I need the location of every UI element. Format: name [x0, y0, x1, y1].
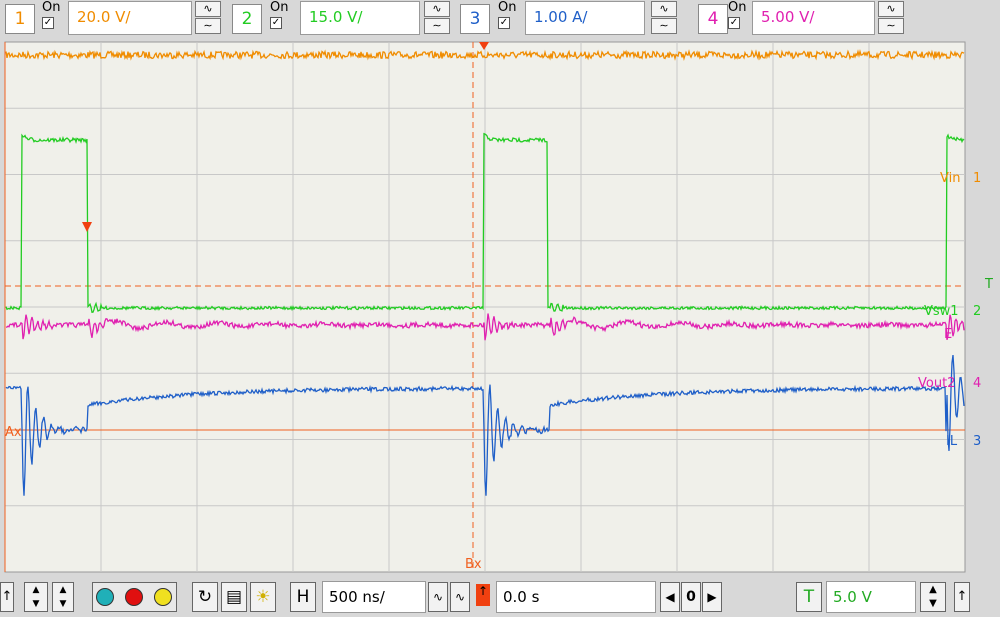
channel-state: On	[42, 0, 61, 15]
plot: Vin 1 T Vsw1 2 E Vout2 4 IL 3 Ax Bx	[4, 41, 993, 573]
coupling-btn[interactable]: ∿	[424, 1, 450, 17]
label: T	[984, 277, 993, 292]
label: Vin	[940, 171, 960, 186]
icon[interactable]: ▤	[221, 582, 247, 612]
coupling-btn[interactable]: ∼	[195, 18, 221, 34]
timebase[interactable]: 500 ns/	[322, 581, 426, 613]
arrows[interactable]: ▲ ▼	[52, 582, 74, 612]
color-btn[interactable]	[154, 588, 172, 606]
channel-state: On	[270, 0, 289, 15]
level[interactable]: 5.0 V	[826, 581, 916, 613]
coupling-btn[interactable]: ∿	[651, 1, 677, 17]
waveform	[5, 48, 965, 62]
icon[interactable]: ∿	[428, 582, 448, 612]
coupling-btn[interactable]: ∼	[651, 18, 677, 34]
arrows[interactable]: ▲ ▼	[920, 582, 946, 612]
channel-state: On	[728, 0, 747, 15]
checkbox[interactable]: ✓	[728, 17, 740, 29]
label: E	[944, 327, 952, 342]
delay[interactable]: 0.0 s	[496, 581, 656, 613]
label: Bx	[465, 557, 482, 572]
label: IL	[946, 434, 958, 449]
channel-scale[interactable]: 15.0 V/	[300, 1, 420, 35]
color-btn[interactable]	[125, 588, 143, 606]
channel-scale[interactable]: 20.0 V/	[68, 1, 192, 35]
icon[interactable]: ↻	[192, 582, 218, 612]
label: 2	[973, 304, 981, 319]
t-btn[interactable]: T	[796, 582, 822, 612]
channel-scale[interactable]: 1.00 A/	[525, 1, 645, 35]
waveform	[5, 313, 965, 341]
channel-scale[interactable]: 5.00 V/	[752, 1, 875, 35]
icon[interactable]: ◀	[660, 582, 680, 612]
coupling-btn[interactable]: ∿	[878, 1, 904, 17]
trigger-marker	[82, 222, 92, 232]
icon[interactable]: ↑	[476, 584, 490, 606]
channel-number[interactable]: 4	[698, 4, 728, 34]
coupling-btn[interactable]: ∼	[424, 18, 450, 34]
icon[interactable]: ↑	[954, 582, 970, 612]
channel-number[interactable]: 2	[232, 4, 262, 34]
trigger-position	[479, 42, 489, 50]
arrows[interactable]: ▲ ▼	[24, 582, 48, 612]
channel-number[interactable]: 1	[5, 4, 35, 34]
channel-state: On	[498, 0, 517, 15]
label: 4	[973, 376, 981, 391]
waveform	[5, 355, 965, 496]
label: Ax	[5, 425, 22, 440]
coupling-btn[interactable]: ∿	[195, 1, 221, 17]
icon[interactable]: ▶	[702, 582, 722, 612]
waveform	[5, 132, 965, 314]
checkbox[interactable]: ✓	[498, 17, 510, 29]
label: 1	[973, 171, 981, 186]
coupling-btn[interactable]: ∼	[878, 18, 904, 34]
icon[interactable]: ∿	[450, 582, 470, 612]
color-btn[interactable]	[96, 588, 114, 606]
icon[interactable]: ↑	[0, 582, 14, 612]
channel-number[interactable]: 3	[460, 4, 490, 34]
checkbox[interactable]: ✓	[270, 17, 282, 29]
h-btn[interactable]: H	[290, 582, 316, 612]
checkbox[interactable]: ✓	[42, 17, 54, 29]
label: Vsw1	[924, 304, 959, 319]
nav[interactable]: 0	[681, 582, 701, 612]
label: 3	[973, 434, 981, 449]
label: Vout2	[918, 376, 955, 391]
icon[interactable]: ☀	[250, 582, 276, 612]
